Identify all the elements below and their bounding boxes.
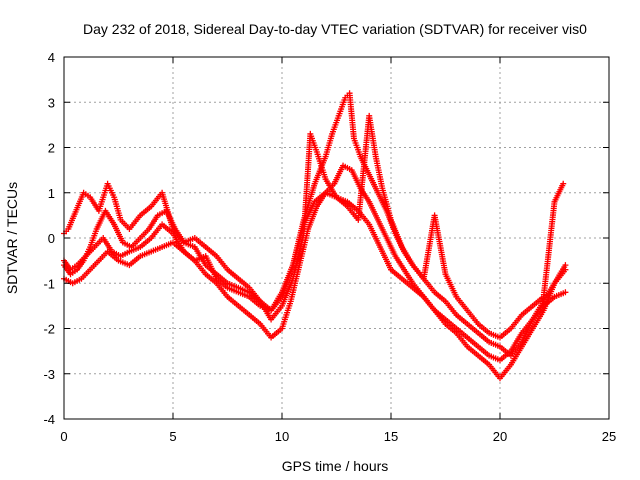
y-tick-label: 3 (48, 95, 55, 110)
x-tick-label: 25 (602, 429, 616, 444)
data-point (560, 180, 567, 187)
series-layer (61, 90, 569, 382)
data-point (562, 262, 569, 269)
y-tick-label: -4 (43, 412, 55, 427)
ticks-layer: 0 5 10 15 20 25 -4 -3 -2 -1 0 1 2 3 4 (43, 50, 616, 444)
y-tick-label: -3 (43, 367, 55, 382)
y-axis-label: SDTVAR / TECUs (4, 182, 20, 294)
y-tick-label: 1 (48, 186, 55, 201)
x-axis-label: GPS time / hours (282, 458, 389, 474)
y-tick-label: 0 (48, 231, 55, 246)
chart-title: Day 232 of 2018, Sidereal Day-to-day VTE… (83, 21, 587, 37)
x-tick-label: 15 (384, 429, 398, 444)
x-tick-label: 10 (275, 429, 289, 444)
x-tick-label: 20 (493, 429, 507, 444)
y-tick-label: -2 (43, 322, 55, 337)
data-series-track-4 (61, 112, 567, 341)
data-point (562, 289, 569, 296)
y-tick-label: 2 (48, 141, 55, 156)
x-tick-label: 5 (169, 429, 176, 444)
y-tick-label: 4 (48, 50, 55, 65)
grid-layer (64, 57, 609, 419)
x-tick-label: 0 (60, 429, 67, 444)
y-tick-label: -1 (43, 276, 55, 291)
